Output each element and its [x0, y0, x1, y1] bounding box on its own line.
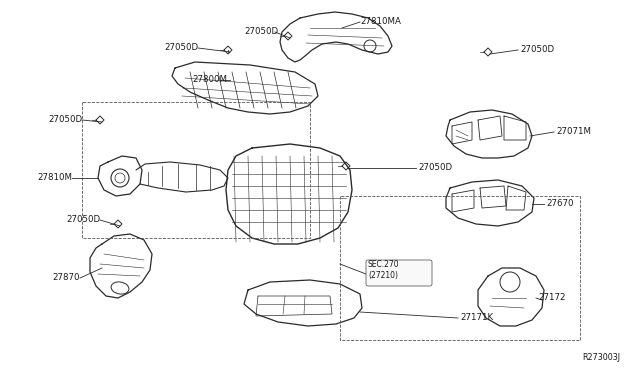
Text: 27071M: 27071M: [556, 128, 591, 137]
Text: 27870: 27870: [52, 273, 80, 282]
Text: 27810M: 27810M: [37, 173, 72, 183]
Text: 27050D: 27050D: [520, 45, 554, 55]
Text: 27050D: 27050D: [418, 164, 452, 173]
Text: 27050D: 27050D: [244, 28, 278, 36]
Text: R273003J: R273003J: [582, 353, 620, 362]
Text: 27800M: 27800M: [192, 76, 227, 84]
Text: 27050D: 27050D: [48, 115, 82, 125]
Text: 27171K: 27171K: [460, 314, 493, 323]
Text: SEC.270
(27210): SEC.270 (27210): [368, 260, 399, 280]
Text: 27050D: 27050D: [66, 215, 100, 224]
Text: 27670: 27670: [546, 199, 573, 208]
Text: 27810MA: 27810MA: [360, 17, 401, 26]
Text: 27050D: 27050D: [164, 44, 198, 52]
Text: 27172: 27172: [538, 294, 566, 302]
FancyBboxPatch shape: [366, 260, 432, 286]
